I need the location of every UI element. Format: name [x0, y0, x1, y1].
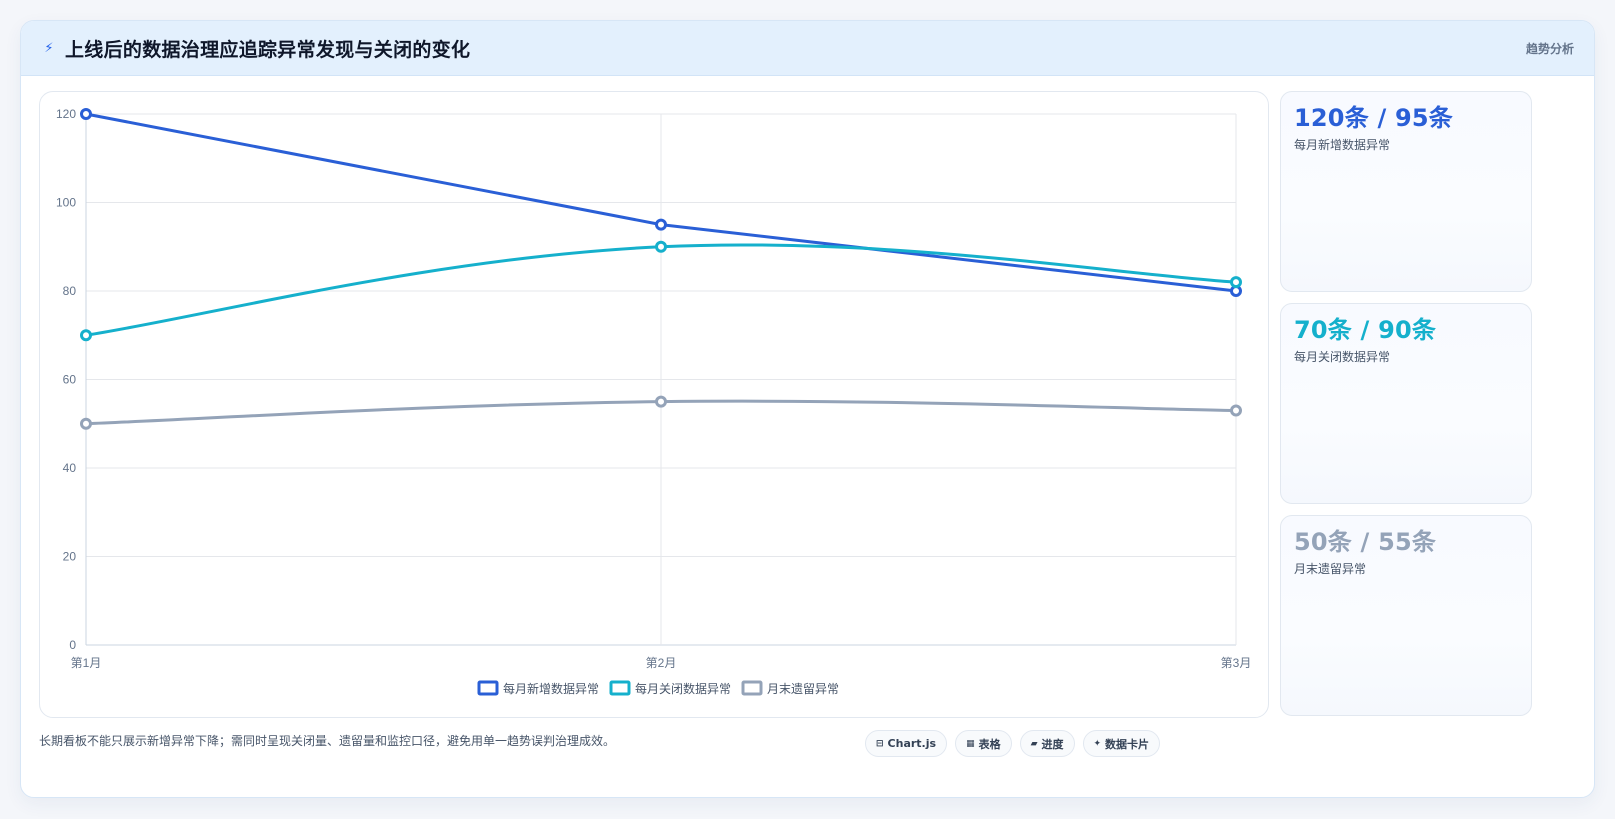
y-tick-label: 120	[56, 107, 76, 121]
x-tick-label: 第1月	[71, 656, 102, 670]
tab-chartjs[interactable]: ⊟ Chart.js	[865, 730, 948, 757]
stat-label-new: 每月新增数据异常	[1294, 138, 1391, 152]
footer-tabs: ⊟ Chart.js ▦ 表格 ▰ 进度 ✦ 数据卡片	[865, 730, 1161, 757]
data-point	[1230, 276, 1242, 289]
y-tick-label: 20	[63, 550, 77, 564]
legend-swatch	[609, 680, 631, 696]
stat-label-closed: 每月关闭数据异常	[1294, 350, 1391, 364]
footer-note: 长期看板不能只展示新增异常下降；需同时呈现关闭量、遗留量和监控口径，避免用单一趋…	[39, 734, 616, 748]
data-point	[655, 240, 667, 253]
stat-card-remaining: 50条 / 55条 月末遗留异常	[1280, 515, 1532, 716]
stat-value-closed: 70条 / 90条	[1294, 316, 1437, 344]
card-header: ⚡ 上线后的数据治理应追踪异常发现与关闭的变化 趋势分析	[21, 21, 1594, 76]
y-tick-label: 40	[63, 461, 77, 475]
trend-analysis-tag: 趋势分析	[1525, 41, 1574, 56]
page-title: 上线后的数据治理应追踪异常发现与关闭的变化	[65, 38, 471, 61]
tab-label: Chart.js	[887, 737, 937, 750]
y-tick-label: 80	[63, 284, 77, 298]
data-point	[1230, 404, 1242, 417]
chart-panel: 0 20 40 60 80 100 120 第1月 第2月 第3月每月新增数据异常 每月关闭数据异常…	[39, 91, 1269, 718]
tab-label: 表格	[978, 737, 1001, 751]
data-point	[80, 108, 92, 120]
tab-table[interactable]: ▦ 表格	[955, 730, 1012, 757]
tab-label: 数据卡片	[1105, 737, 1150, 751]
tab-label: 进度	[1041, 737, 1064, 751]
data-point	[655, 218, 667, 231]
data-point	[80, 417, 92, 430]
legend-label: 每月关闭数据异常	[635, 681, 731, 696]
stat-value-new: 120条 / 95条	[1294, 104, 1453, 132]
y-tick-label: 100	[56, 196, 76, 210]
stat-cards: 120条 / 95条 每月新增数据异常 70条 / 90条 每月关闭数据异常 5…	[1280, 91, 1532, 718]
legend-label: 月末遗留异常	[767, 682, 839, 696]
dashboard-card: ⚡ 上线后的数据治理应追踪异常发现与关闭的变化 趋势分析 0 20 40 60 80 10…	[20, 20, 1595, 798]
x-tick-label: 第3月	[1221, 656, 1252, 670]
stat-card-new: 120条 / 95条 每月新增数据异常	[1280, 91, 1532, 292]
stat-value-remaining: 50条 / 55条	[1294, 528, 1437, 556]
chart-icon: ⊟	[876, 738, 884, 749]
legend-label: 每月新增数据异常	[503, 681, 599, 696]
tab-data-cards[interactable]: ✦ 数据卡片	[1082, 730, 1161, 757]
stat-label-remaining: 月末遗留异常	[1294, 562, 1367, 576]
legend-swatch	[477, 680, 499, 696]
tab-progress[interactable]: ▰ 进度	[1019, 730, 1075, 757]
legend-swatch	[741, 680, 763, 696]
title-wrap: ⚡ 上线后的数据治理应追踪异常发现与关闭的变化	[41, 35, 470, 62]
lightning-icon: ⚡	[44, 40, 54, 56]
sparkle-icon: ✦	[1093, 738, 1102, 749]
data-point	[655, 395, 667, 408]
stat-card-closed: 70条 / 90条 每月关闭数据异常	[1280, 303, 1532, 504]
y-tick-label: 0	[69, 638, 76, 652]
y-tick-label: 60	[63, 373, 77, 387]
progress-icon: ▰	[1030, 738, 1038, 749]
x-tick-label: 第2月	[646, 656, 677, 670]
table-icon: ▦	[966, 738, 975, 749]
data-point	[80, 329, 92, 342]
